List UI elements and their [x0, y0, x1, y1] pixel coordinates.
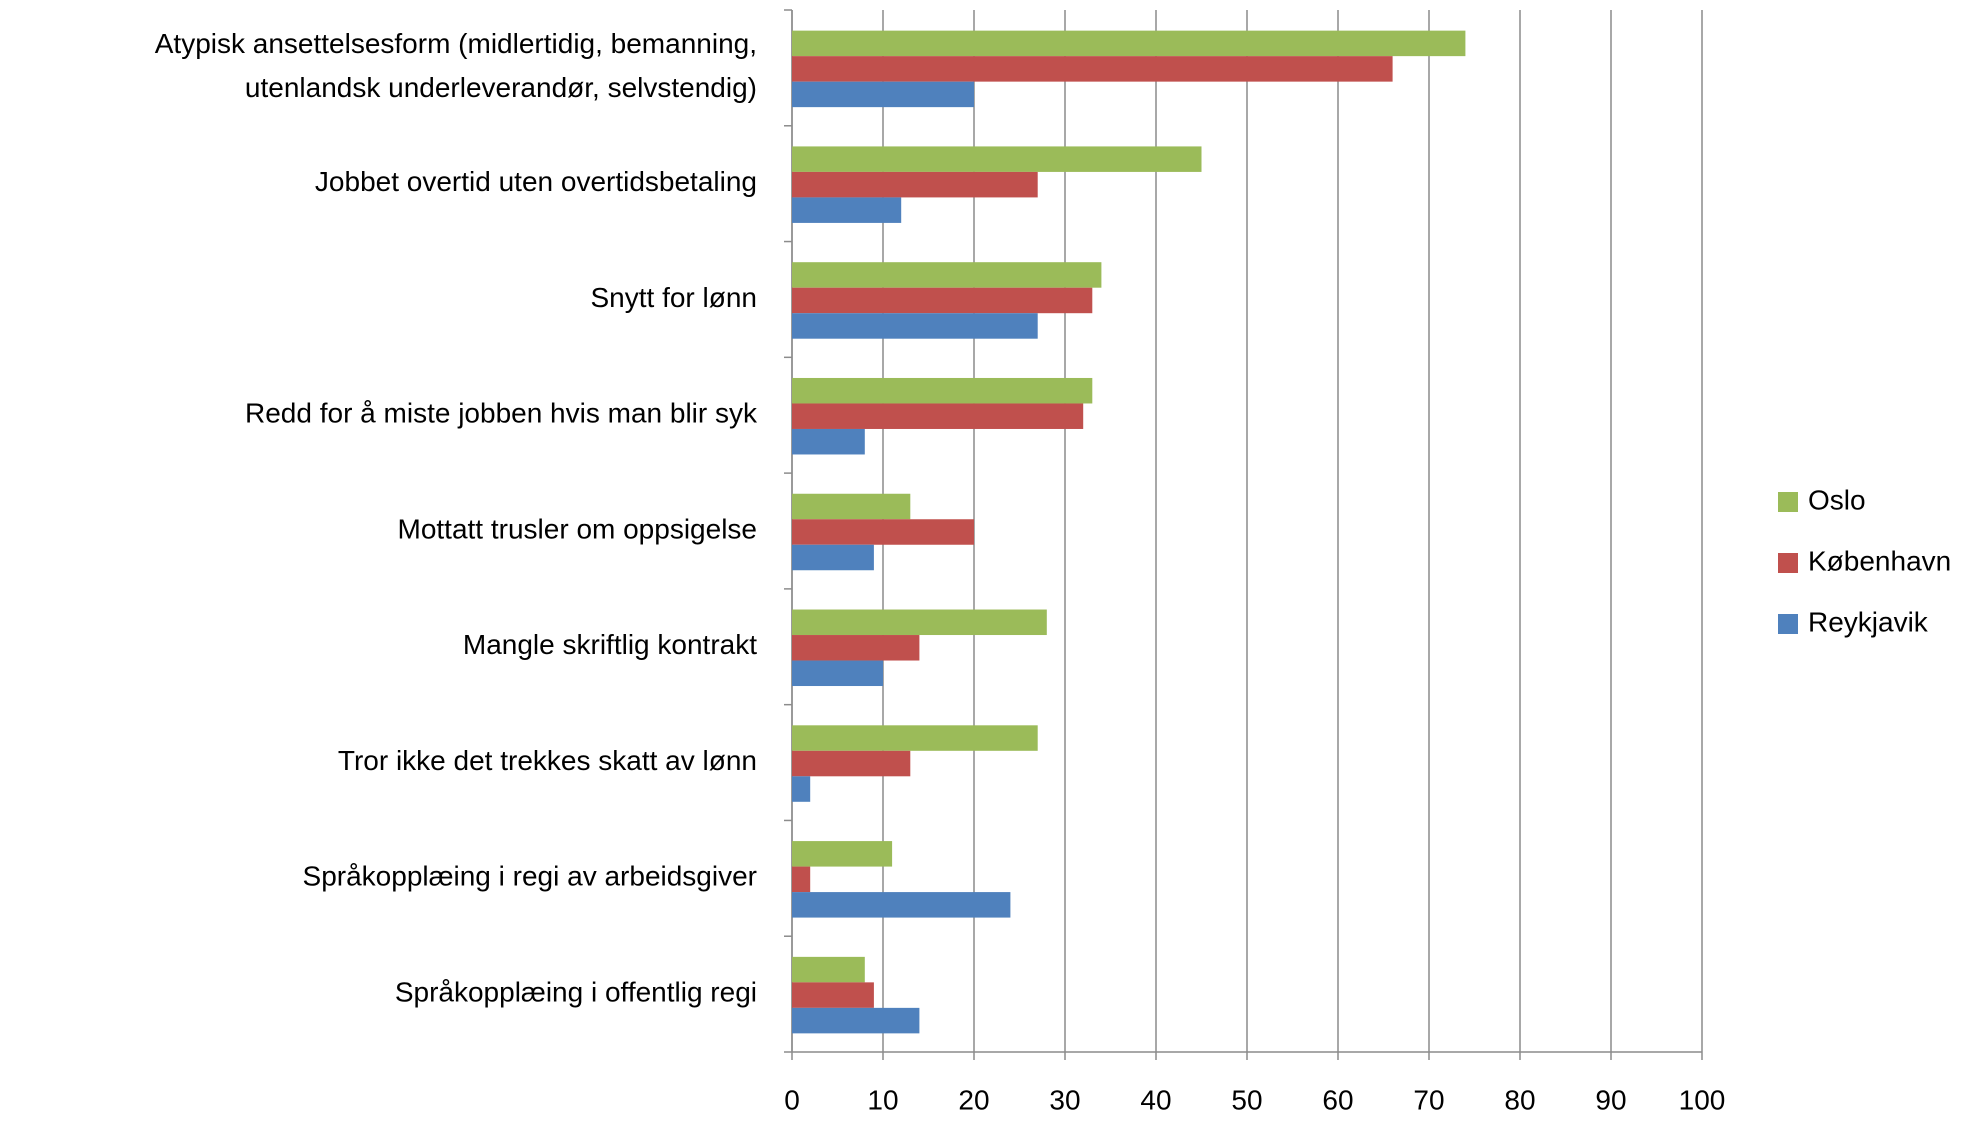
bar [792, 892, 1011, 918]
bar [792, 982, 874, 1008]
legend-swatch [1778, 614, 1798, 634]
bar [792, 30, 1466, 57]
bar [792, 750, 911, 777]
y-tick-label: Språkopplæing i regi av arbeidsgiver [303, 861, 757, 892]
bar [792, 519, 974, 545]
x-tick-label: 100 [1679, 1084, 1726, 1115]
x-tick-label: 90 [1595, 1084, 1626, 1115]
bar [792, 56, 1393, 82]
x-tick-label: 20 [958, 1084, 989, 1115]
bar [792, 866, 811, 893]
y-tick-label: Mangle skriftlig kontrakt [463, 629, 757, 660]
y-tick-label: Snytt for lønn [590, 282, 757, 313]
bar [792, 493, 911, 520]
legend-label: Oslo [1808, 484, 1866, 515]
bar [792, 377, 1093, 404]
legend-label: København [1808, 545, 1951, 576]
bar [792, 841, 893, 867]
x-tick-label: 70 [1413, 1084, 1444, 1115]
x-tick-label: 60 [1322, 1084, 1353, 1115]
bar [792, 403, 1084, 429]
legend-label: Reykjavik [1808, 606, 1929, 637]
legend-swatch [1778, 553, 1798, 573]
y-tick-label: Tror ikke det trekkes skatt av lønn [338, 745, 757, 776]
y-tick-label: Redd for å miste jobben hvis man blir sy… [245, 398, 758, 429]
bar [792, 428, 865, 455]
x-tick-label: 10 [867, 1084, 898, 1115]
bar [792, 725, 1038, 751]
y-tick-label: Språkopplæing i offentlig regi [395, 977, 757, 1008]
bar [792, 81, 974, 108]
x-tick-label: 80 [1504, 1084, 1535, 1115]
legend-swatch [1778, 492, 1798, 512]
x-tick-label: 0 [784, 1084, 800, 1115]
y-tick-label: Jobbet overtid uten overtidsbetaling [315, 166, 757, 197]
bar [792, 313, 1038, 339]
bar [792, 776, 811, 802]
bar [792, 197, 902, 223]
bar [792, 287, 1093, 314]
bar [792, 609, 1047, 636]
y-tick-label: Mottatt trusler om oppsigelse [398, 513, 758, 544]
bar [792, 544, 874, 571]
x-tick-label: 40 [1140, 1084, 1171, 1115]
bar [792, 171, 1038, 198]
bar [792, 146, 1202, 172]
x-tick-label: 30 [1049, 1084, 1080, 1115]
bar [792, 262, 1102, 288]
bar [792, 956, 865, 983]
bar [792, 660, 883, 687]
bar [792, 635, 920, 661]
bar [792, 1007, 920, 1034]
x-tick-label: 50 [1231, 1084, 1262, 1115]
y-tick-label: Atypisk ansettelsesform (midlertidig, be… [155, 28, 757, 103]
